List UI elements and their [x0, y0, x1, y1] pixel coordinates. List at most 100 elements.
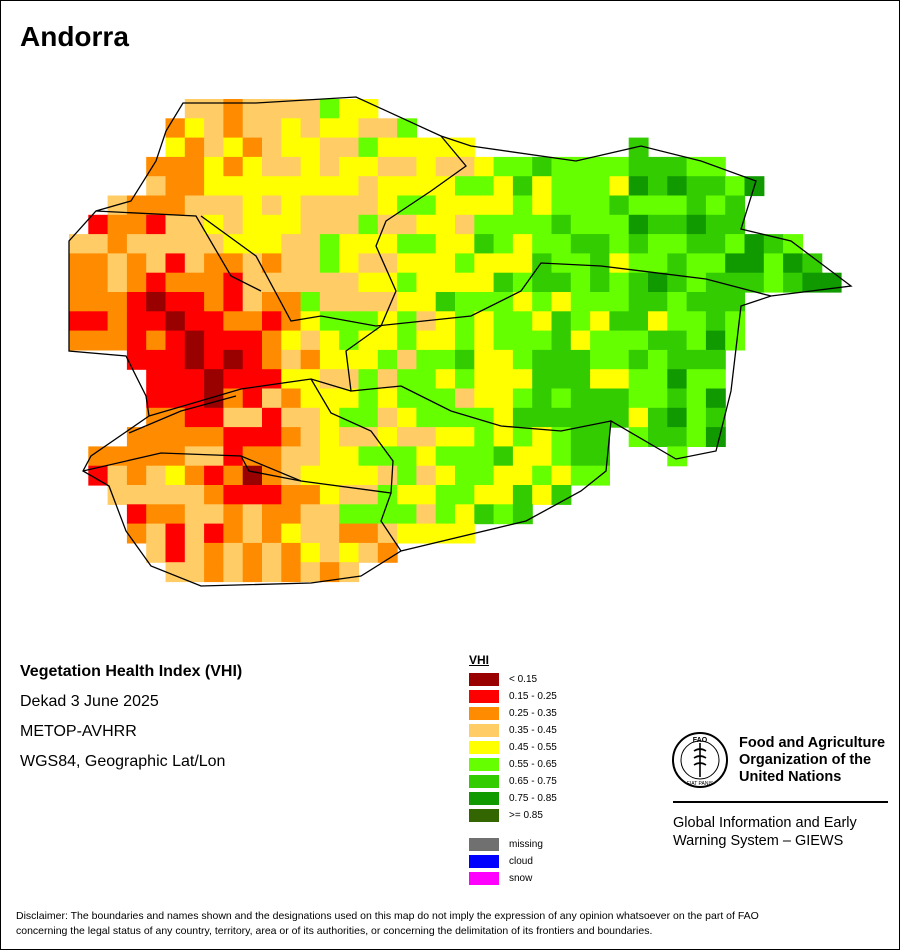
vhi-cell: [281, 195, 302, 216]
vhi-cell: [358, 214, 379, 235]
vhi-cell: [281, 272, 302, 293]
fao-logo-letters: FAO: [693, 737, 708, 744]
vhi-cell: [107, 253, 128, 274]
vhi-cell: [319, 311, 340, 332]
vhi-cell: [667, 292, 688, 312]
vhi-cell: [493, 272, 514, 293]
vhi-cell: [184, 523, 205, 544]
vhi-cell: [532, 292, 553, 312]
vhi-cell: [377, 485, 398, 505]
vhi-cell: [358, 137, 379, 158]
vhi-cell: [339, 330, 360, 351]
vhi-cell: [609, 388, 630, 409]
vhi-cell: [107, 330, 128, 351]
vhi-cell: [319, 523, 340, 544]
vhi-cell: [88, 272, 109, 293]
parish-line: [240, 455, 302, 482]
vhi-cell: [455, 446, 475, 467]
vhi-cell: [184, 465, 205, 486]
vhi-cell: [88, 234, 109, 254]
vhi-cell: [126, 311, 147, 332]
vhi-cell: [281, 465, 302, 486]
vhi-cell: [474, 349, 495, 370]
vhi-cell: [223, 330, 244, 351]
vhi-cell: [744, 272, 765, 293]
vhi-cell: [802, 272, 823, 293]
vhi-cell: [590, 427, 610, 447]
vhi-cell: [512, 195, 533, 216]
vhi-cell: [474, 330, 495, 351]
legend-item: snow: [469, 870, 557, 887]
vhi-cell: [532, 330, 553, 351]
vhi-cell: [88, 465, 109, 486]
vhi-cell: [339, 388, 360, 409]
vhi-cell: [281, 504, 302, 525]
vhi-cell: [628, 388, 649, 409]
vhi-cell: [339, 523, 360, 544]
legend-label: 0.15 - 0.25: [509, 691, 557, 702]
fao-org-name: Food and Agriculture Organization of the…: [739, 735, 900, 786]
vhi-cell: [725, 253, 746, 274]
vhi-cell: [609, 272, 630, 293]
vhi-cell: [184, 272, 205, 293]
vhi-cell: [242, 349, 263, 370]
vhi-cell: [319, 504, 340, 525]
vhi-cell: [397, 234, 417, 254]
vhi-cell: [204, 253, 224, 274]
vhi-cell: [184, 176, 205, 197]
vhi-cell: [262, 272, 282, 293]
vhi-cell: [300, 137, 321, 158]
vhi-cell: [474, 369, 495, 390]
vhi-cell: [358, 118, 379, 139]
vhi-cell: [262, 562, 282, 583]
vhi-cell: [319, 176, 340, 197]
vhi-cell: [223, 156, 244, 177]
vhi-cell: [300, 292, 321, 312]
vhi-cell: [455, 214, 475, 235]
vhi-cell: [107, 311, 128, 332]
vhi-cell: [705, 292, 726, 312]
legend-item: missing: [469, 836, 557, 853]
vhi-cell: [281, 388, 302, 409]
vhi-cell: [242, 504, 263, 525]
vhi-cell: [339, 118, 360, 139]
vhi-cell: [281, 485, 302, 505]
vhi-cell: [358, 523, 379, 544]
vhi-cell: [281, 427, 302, 447]
vhi-cell: [262, 195, 282, 216]
product-projection: WGS84, Geographic Lat/Lon: [20, 753, 226, 770]
vhi-cell: [532, 156, 553, 177]
vhi-cell: [397, 118, 417, 139]
vhi-cell: [262, 137, 282, 158]
vhi-cell: [435, 214, 456, 235]
vhi-cell: [648, 234, 668, 254]
vhi-cell: [377, 292, 398, 312]
vhi-cell: [705, 369, 726, 390]
vhi-cell: [165, 388, 186, 409]
vhi-cell: [339, 446, 360, 467]
vhi-cell: [455, 137, 475, 158]
vhi-cell: [570, 272, 591, 293]
vhi-cell: [686, 407, 707, 428]
vhi-cell: [686, 349, 707, 370]
vhi-cell: [146, 446, 167, 467]
vhi-cell: [223, 195, 244, 216]
vhi-cell: [667, 388, 688, 409]
vhi-cell: [88, 253, 109, 274]
vhi-cell: [358, 292, 379, 312]
vhi-cell: [146, 176, 167, 197]
vhi-cell: [551, 272, 572, 293]
vhi-cell: [281, 292, 302, 312]
vhi-cell: [493, 388, 514, 409]
vhi-cell: [416, 446, 437, 467]
vhi-cell: [551, 407, 572, 428]
vhi-cell: [416, 330, 437, 351]
vhi-cell: [397, 292, 417, 312]
vhi-cell: [165, 542, 186, 563]
vhi-cell: [377, 330, 398, 351]
vhi-cell: [88, 214, 109, 235]
vhi-cell: [493, 311, 514, 332]
vhi-cell: [339, 465, 360, 486]
vhi-cell: [358, 427, 379, 447]
vhi-cell: [165, 156, 186, 177]
